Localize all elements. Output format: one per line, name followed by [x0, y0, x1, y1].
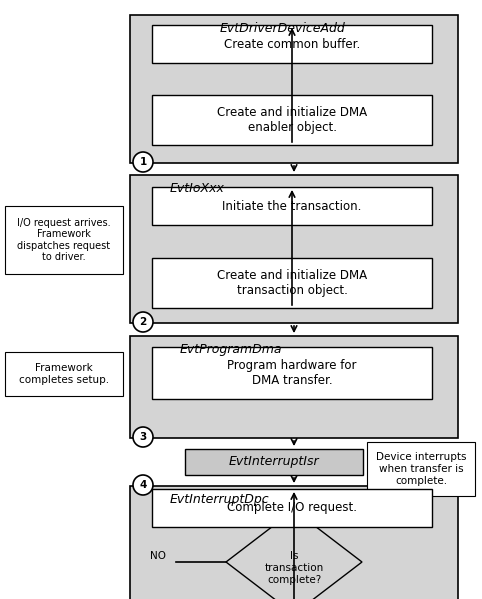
Polygon shape [226, 510, 362, 599]
Bar [152, 25, 432, 63]
Text: 4: 4 [139, 480, 147, 490]
Bar [152, 95, 432, 145]
Text: Framework
completes setup.: Framework completes setup. [19, 363, 109, 385]
Bar [367, 442, 475, 496]
Circle shape [133, 427, 153, 447]
Bar [5, 352, 123, 396]
Text: EvtIoXxx: EvtIoXxx [170, 183, 225, 195]
Bar [152, 258, 432, 308]
Text: EvtProgramDma: EvtProgramDma [180, 343, 282, 356]
Bar [130, 175, 458, 323]
Bar [5, 206, 123, 274]
Text: Is
transaction
complete?: Is transaction complete? [264, 552, 323, 585]
Text: Create and initialize DMA
transaction object.: Create and initialize DMA transaction ob… [217, 269, 367, 297]
Text: Complete I/O request.: Complete I/O request. [227, 501, 357, 515]
Text: 3: 3 [139, 432, 147, 442]
Text: 2: 2 [139, 317, 147, 327]
Bar [130, 486, 458, 599]
Text: Initiate the transaction.: Initiate the transaction. [222, 199, 362, 213]
Bar [152, 347, 432, 399]
Circle shape [133, 312, 153, 332]
Text: Create and initialize DMA
enabler object.: Create and initialize DMA enabler object… [217, 106, 367, 134]
Bar [185, 449, 363, 475]
Text: 1: 1 [139, 157, 147, 167]
Text: Create common buffer.: Create common buffer. [224, 38, 360, 50]
Bar [130, 15, 458, 163]
Bar [130, 336, 458, 438]
Text: EvtDriverDeviceAdd: EvtDriverDeviceAdd [220, 23, 346, 35]
Text: EvtInterruptDpc: EvtInterruptDpc [170, 494, 269, 507]
Text: I/O request arrives.
Framework
dispatches request
to driver.: I/O request arrives. Framework dispatche… [17, 217, 111, 262]
Text: NO: NO [150, 551, 166, 561]
Text: Device interrupts
when transfer is
complete.: Device interrupts when transfer is compl… [376, 452, 466, 486]
Circle shape [133, 475, 153, 495]
Text: EvtInterruptIsr: EvtInterruptIsr [228, 455, 319, 468]
Text: Program hardware for
DMA transfer.: Program hardware for DMA transfer. [227, 359, 357, 387]
Bar [152, 489, 432, 527]
Bar [152, 187, 432, 225]
Circle shape [133, 152, 153, 172]
